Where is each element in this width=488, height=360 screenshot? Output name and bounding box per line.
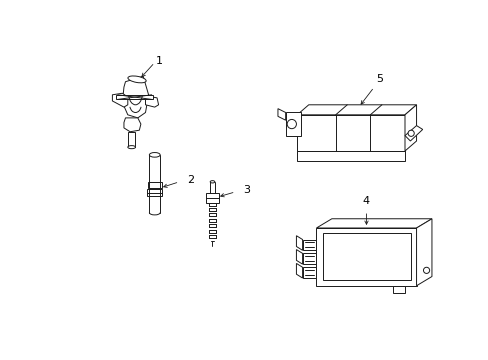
Polygon shape	[122, 76, 148, 118]
Polygon shape	[296, 264, 302, 278]
Polygon shape	[297, 115, 404, 151]
Polygon shape	[393, 286, 404, 293]
Circle shape	[286, 120, 296, 129]
Polygon shape	[123, 118, 141, 132]
Text: 2: 2	[187, 175, 194, 185]
Polygon shape	[404, 105, 416, 151]
Polygon shape	[145, 96, 158, 107]
Bar	[147, 182, 162, 188]
Polygon shape	[416, 219, 431, 286]
Text: 4: 4	[362, 196, 369, 206]
Polygon shape	[316, 219, 431, 228]
Polygon shape	[277, 109, 285, 120]
Polygon shape	[302, 239, 316, 250]
Polygon shape	[296, 236, 302, 250]
Polygon shape	[302, 267, 316, 278]
Text: 1: 1	[156, 56, 163, 66]
Ellipse shape	[128, 76, 146, 83]
Ellipse shape	[149, 153, 160, 157]
Bar	[206, 193, 218, 203]
Polygon shape	[285, 112, 301, 136]
Polygon shape	[296, 249, 302, 264]
Ellipse shape	[210, 181, 214, 183]
Bar	[322, 233, 410, 280]
Ellipse shape	[127, 145, 135, 149]
Text: 3: 3	[243, 185, 250, 195]
Polygon shape	[404, 126, 422, 141]
Polygon shape	[302, 253, 316, 264]
Polygon shape	[116, 95, 153, 99]
Bar	[127, 132, 135, 147]
Bar	[147, 189, 162, 195]
Circle shape	[423, 267, 429, 274]
Polygon shape	[112, 93, 127, 107]
Polygon shape	[316, 228, 416, 286]
Circle shape	[407, 130, 413, 136]
Polygon shape	[297, 105, 416, 115]
Polygon shape	[297, 151, 404, 161]
Text: 5: 5	[376, 75, 383, 84]
